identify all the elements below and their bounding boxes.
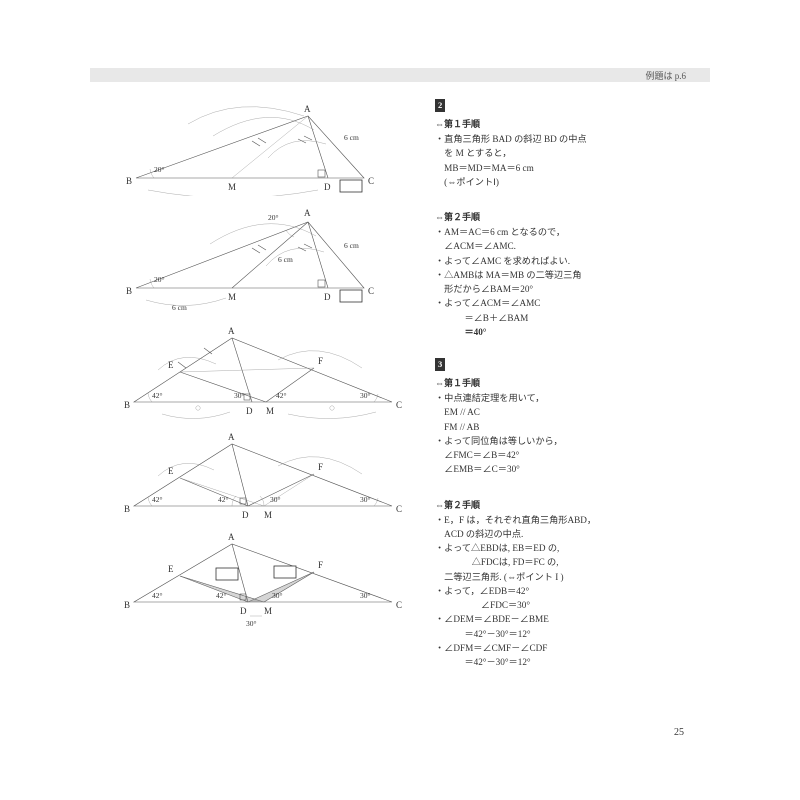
svg-text:30°: 30°: [272, 591, 283, 600]
figure-2: A B C D M 20° 20° 6 cm 6 cm 6 cm: [118, 202, 408, 314]
svg-text:6 cm: 6 cm: [344, 133, 359, 142]
figures-column: A B C D M 20° 6 cm 12 cm: [118, 98, 408, 636]
q2-step2-body: ・AM＝AC＝6 cm となるので， ∠ACM＝∠AMC. ・よって∠AMC を…: [435, 225, 685, 339]
svg-text:30°: 30°: [360, 391, 371, 400]
question-number-2: 2: [435, 99, 445, 112]
svg-text:A: A: [228, 326, 235, 336]
svg-text:D: D: [324, 292, 331, 302]
svg-text:30°: 30°: [270, 495, 281, 504]
svg-text:M: M: [264, 510, 272, 520]
svg-text:D: D: [240, 606, 247, 616]
svg-text:42°: 42°: [152, 495, 163, 504]
svg-text:D: D: [246, 406, 253, 416]
explanation-column: 2 ⇔第１手順 ・直角三角形 BAD の斜辺 BD の中点 を M とすると， …: [435, 98, 685, 669]
svg-text:C: C: [396, 504, 402, 514]
svg-text:A: A: [304, 208, 311, 218]
svg-text:42°: 42°: [216, 591, 227, 600]
svg-text:F: F: [318, 356, 323, 366]
svg-text:42°: 42°: [152, 391, 163, 400]
figure-4: A B C D M E F 42° 30° 42° 30°: [118, 428, 408, 524]
svg-text:A: A: [228, 532, 235, 542]
svg-text:42°: 42°: [152, 591, 163, 600]
svg-text:M: M: [266, 406, 274, 416]
svg-text:E: E: [168, 360, 174, 370]
svg-text:12 cm: 12 cm: [222, 195, 241, 196]
svg-text:6 cm: 6 cm: [278, 255, 293, 264]
question-number-3: 3: [435, 358, 445, 371]
q3-step1-head: ⇔第１手順: [435, 377, 685, 391]
svg-text:C: C: [396, 400, 402, 410]
q2-step2-head: ⇔第２手順: [435, 211, 685, 225]
svg-text:A: A: [304, 104, 311, 114]
q2-step1-head: ⇔第１手順: [435, 118, 685, 132]
page-number: 25: [674, 727, 684, 738]
figure-1: A B C D M 20° 6 cm 12 cm: [118, 98, 408, 196]
svg-text:30°: 30°: [360, 495, 371, 504]
svg-text:30°: 30°: [234, 391, 245, 400]
svg-text:B: B: [124, 400, 130, 410]
svg-text:F: F: [318, 560, 323, 570]
figure-5: A B C D M E F 42° 30° 42° 30° 30°: [118, 530, 408, 630]
svg-text:42°: 42°: [276, 391, 287, 400]
q3-step1-body: ・中点連結定理を用いて， EM // AC FM // AB ・よって同位角は等…: [435, 391, 685, 477]
svg-text:6 cm: 6 cm: [172, 303, 187, 312]
svg-text:B: B: [126, 286, 132, 296]
svg-text:30°: 30°: [246, 619, 257, 628]
q3-step2-body: ・E，F は，それぞれ直角三角形ABD， ACD の斜辺の中点. ・よって△EB…: [435, 513, 685, 670]
svg-text:A: A: [228, 432, 235, 442]
q2-step1-body: ・直角三角形 BAD の斜辺 BD の中点 を M とすると， MB＝MD＝MA…: [435, 132, 685, 189]
svg-text:D: D: [242, 510, 249, 520]
svg-text:B: B: [124, 600, 130, 610]
svg-text:C: C: [368, 176, 374, 186]
svg-text:D: D: [324, 182, 331, 192]
svg-text:M: M: [228, 292, 236, 302]
svg-text:C: C: [368, 286, 374, 296]
header-label: 例題は p.6: [645, 69, 686, 82]
svg-text:B: B: [126, 176, 132, 186]
svg-text:C: C: [396, 600, 402, 610]
svg-text:B: B: [124, 504, 130, 514]
svg-text:20°: 20°: [154, 275, 165, 284]
svg-text:M: M: [264, 606, 272, 616]
q3-step2-head: ⇔第２手順: [435, 499, 685, 513]
header-bar: [90, 68, 710, 82]
svg-text:20°: 20°: [268, 213, 279, 222]
svg-text:E: E: [168, 466, 174, 476]
svg-text:M: M: [228, 182, 236, 192]
svg-text:6 cm: 6 cm: [344, 241, 359, 250]
svg-text:20°: 20°: [154, 165, 165, 174]
svg-text:F: F: [318, 462, 323, 472]
svg-text:42°: 42°: [218, 495, 229, 504]
figure-3: A B C D M E F 42° 30° 30° 42°: [118, 320, 408, 422]
svg-text:30°: 30°: [360, 591, 371, 600]
svg-text:E: E: [168, 564, 174, 574]
